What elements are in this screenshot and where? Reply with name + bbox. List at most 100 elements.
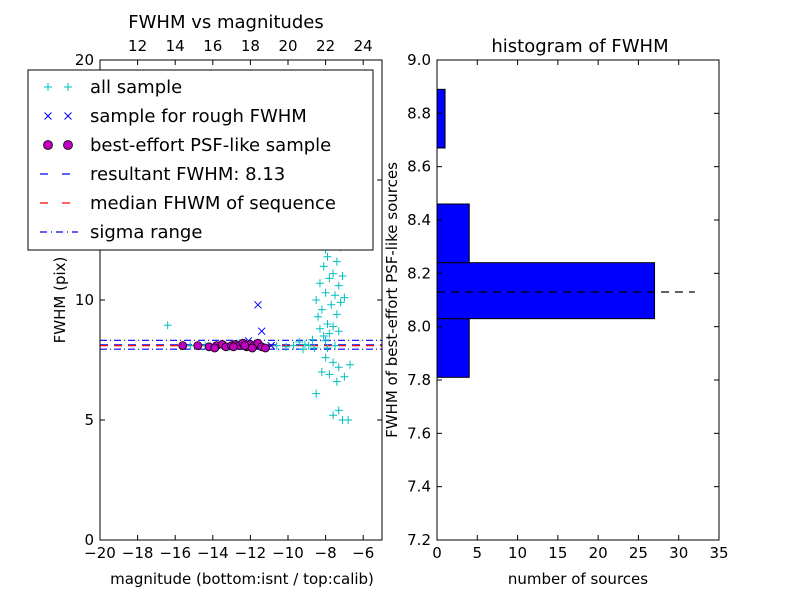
rough-sample-point: [257, 327, 266, 336]
y-tick-label: 7.4: [407, 478, 431, 496]
all-sample-point: [323, 344, 332, 352]
all-sample-point: [312, 389, 321, 398]
y-tick-label: 8.8: [407, 104, 431, 122]
all-sample-point: [325, 329, 334, 338]
psf-sample-point: [261, 343, 270, 353]
y-tick-label: 8.2: [407, 264, 431, 282]
all-sample-point: [312, 296, 321, 304]
all-sample-point: [314, 312, 323, 321]
all-sample-point: [323, 320, 332, 328]
all-sample-point: [334, 406, 343, 415]
all-sample-point: [332, 377, 341, 386]
all-sample-point: [315, 279, 324, 288]
legend-label: resultant FWHM: 8.13: [90, 164, 285, 185]
y-tick-label: 9.0: [407, 51, 431, 69]
legend-label: median FHWM of sequence: [90, 193, 336, 214]
all-sample-point: [325, 274, 334, 283]
histogram-y-ticks: 7.2 7.4 7.6 7.8 8.0 8.2 8.4 8.6 8.8 9.0: [407, 51, 719, 549]
psf-sample-point: [210, 343, 220, 353]
all-sample-point: [186, 341, 195, 350]
y-tick-label: 7.6: [407, 424, 431, 442]
x-tick-label: 15: [548, 544, 567, 562]
all-sample-point: [319, 262, 328, 271]
all-sample-point: [282, 342, 291, 351]
x-tick-label: 20: [589, 544, 608, 562]
all-sample-point: [321, 353, 330, 362]
histogram-plot-area: [436, 88, 695, 378]
legend-label: sigma range: [90, 222, 202, 243]
psf-sample-point: [193, 341, 203, 351]
histogram-bar: [436, 88, 446, 149]
histogram-x-ticks: 0 5 10 15 20 25 30 35: [432, 60, 729, 562]
histogram-x-label: number of sources: [508, 570, 648, 588]
legend-circle-marker: [43, 140, 53, 150]
all-sample-point: [336, 298, 345, 307]
all-sample-point: [310, 344, 319, 352]
histogram-axes-frame: [436, 59, 720, 541]
psf-sample-point: [240, 341, 250, 351]
scatter-title: FWHM vs magnitudes: [128, 12, 323, 33]
all-sample-point: [321, 288, 330, 297]
legend-cross-marker: [64, 112, 72, 120]
all-sample-point: [315, 324, 324, 333]
legend-entry: resultant FWHM: 8.13: [40, 164, 285, 185]
scatter-x-label: magnitude (bottom:isnt / top:calib): [110, 570, 374, 588]
legend-entry: median FHWM of sequence: [40, 193, 336, 214]
legend-circle-marker: [63, 140, 73, 150]
y-tick-label: 10: [75, 291, 94, 309]
top-x-tick-label: 20: [278, 37, 297, 55]
all-sample-point: [331, 291, 339, 300]
scatter-plot-area: [100, 231, 382, 424]
legend-entry: sample for rough FWHM: [44, 106, 307, 127]
y-tick-label: 0: [84, 531, 94, 549]
top-x-tick-label: 14: [166, 37, 185, 55]
all-sample-point: [327, 300, 336, 309]
x-tick-label: −6: [352, 544, 374, 562]
all-sample-point: [329, 269, 338, 278]
x-tick-label: −14: [197, 544, 229, 562]
all-sample-point: [321, 336, 330, 345]
all-sample-point: [289, 341, 298, 350]
top-x-tick-label: 24: [354, 37, 373, 55]
top-x-tick-label: 22: [316, 37, 335, 55]
legend-label: all sample: [90, 77, 182, 98]
all-sample-point: [329, 322, 338, 331]
all-sample-point: [299, 345, 308, 354]
all-sample-point: [323, 252, 332, 261]
scatter-x-ticks: −20 −18 −16 −14 −12 −10 −8 −6: [84, 535, 374, 562]
x-tick-label: −20: [84, 544, 116, 562]
histogram-y-label: FWHM of best-effort PSF-like sources: [383, 162, 401, 438]
all-sample-point: [331, 341, 339, 350]
all-sample-point: [346, 360, 355, 369]
all-sample-point: [295, 338, 304, 346]
legend-cross-marker: [44, 112, 52, 120]
x-tick-label: 25: [629, 544, 648, 562]
y-tick-label: 5: [84, 411, 94, 429]
x-tick-label: 10: [508, 544, 527, 562]
histogram-bar: [436, 203, 470, 264]
legend-entry: best-effort PSF-like sample: [43, 135, 331, 156]
legend-entry: all sample: [44, 77, 182, 98]
all-sample-point: [272, 341, 281, 350]
all-sample-point: [332, 310, 341, 319]
all-sample-point: [344, 416, 353, 424]
all-sample-point: [340, 293, 349, 302]
all-sample-point: [300, 340, 309, 349]
x-tick-label: 35: [709, 544, 728, 562]
x-tick-label: 5: [473, 544, 483, 562]
y-tick-label: 8.6: [407, 158, 431, 176]
all-sample-point: [338, 272, 347, 280]
top-x-tick-label: 18: [241, 37, 260, 55]
legend-label: best-effort PSF-like sample: [90, 135, 331, 156]
scatter-y-label: FWHM (pix): [51, 257, 69, 344]
x-tick-label: 30: [669, 544, 688, 562]
y-tick-label: 20: [75, 51, 94, 69]
x-tick-label: −16: [159, 544, 191, 562]
scatter-legend: all sample sample for rough FWHM best-effo…: [27, 69, 374, 251]
y-tick-label: 7.2: [407, 531, 431, 549]
all-sample-point: [329, 358, 338, 367]
all-sample-point: [317, 305, 326, 314]
histogram-title: histogram of FWHM: [491, 36, 668, 57]
all-sample-point: [308, 335, 317, 344]
